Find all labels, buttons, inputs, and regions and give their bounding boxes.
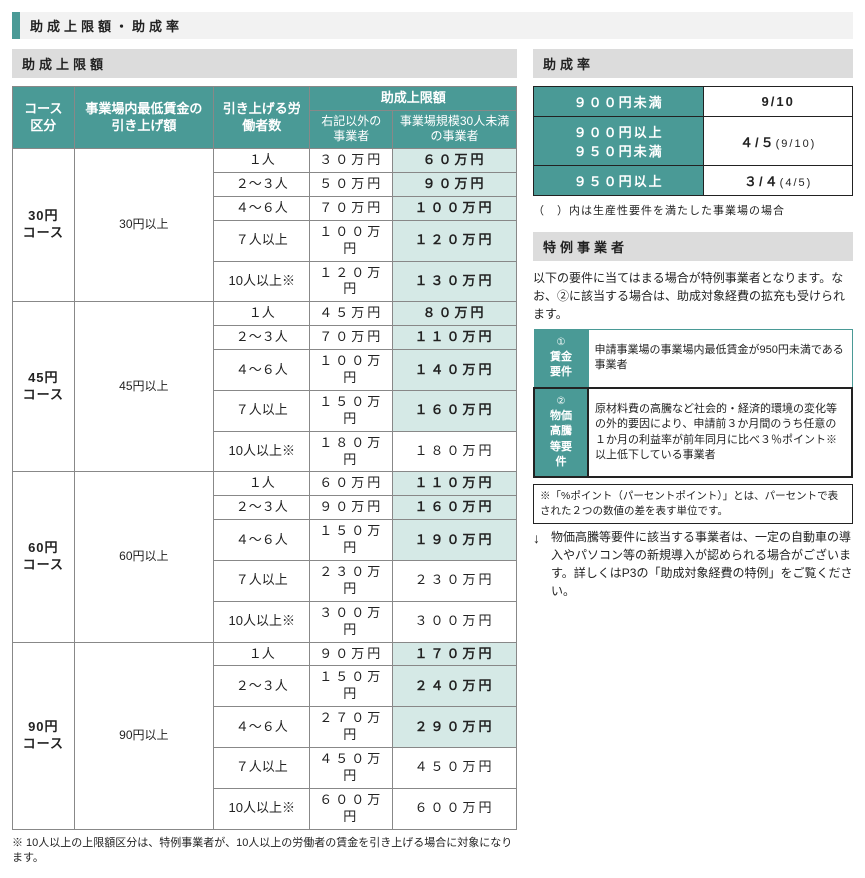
- amount-b-cell: ２３０万円: [393, 561, 517, 602]
- amount-b-cell: ６００万円: [393, 788, 517, 829]
- cond-cell: 60円以上: [74, 472, 214, 642]
- course-cell: 90円コース: [13, 642, 75, 829]
- amount-a-cell: ６００万円: [310, 788, 393, 829]
- th-course: コース区分: [13, 87, 75, 149]
- workers-cell: １人: [214, 472, 310, 496]
- amount-b-cell: １２０万円: [393, 220, 517, 261]
- workers-cell: 10人以上※: [214, 601, 310, 642]
- workers-cell: ７人以上: [214, 748, 310, 789]
- rate-value-cell: 9/10: [704, 87, 853, 117]
- rate-table: ９００円未満9/10９００円以上９５０円未満４/５(9/10)９５０円以上３/４…: [533, 86, 853, 196]
- limit-table: コース区分 事業場内最低賃金の引き上げ額 引き上げる労働者数 助成上限額 右記以…: [12, 86, 517, 830]
- amount-b-cell: ２４０万円: [393, 666, 517, 707]
- amount-a-cell: ９０万円: [310, 496, 393, 520]
- workers-cell: １人: [214, 642, 310, 666]
- box-note: ※「%ポイント（パーセントポイント）」とは、パーセントで表された２つの数値の差を…: [533, 484, 853, 523]
- workers-cell: １人: [214, 149, 310, 173]
- rate-label-cell: ９００円未満: [534, 87, 704, 117]
- amount-b-cell: １３０万円: [393, 261, 517, 302]
- workers-cell: ７人以上: [214, 220, 310, 261]
- amount-b-cell: １６０万円: [393, 390, 517, 431]
- amount-b-cell: １１０万円: [393, 326, 517, 350]
- amount-a-cell: ７０万円: [310, 196, 393, 220]
- amount-b-cell: １６０万円: [393, 496, 517, 520]
- th-limit-top: 助成上限額: [310, 87, 517, 111]
- amount-b-cell: １００万円: [393, 196, 517, 220]
- course-cell: 45円コース: [13, 302, 75, 472]
- rate-value-cell: ４/５(9/10): [704, 117, 853, 166]
- workers-cell: ４～６人: [214, 196, 310, 220]
- special-intro: 以下の要件に当てはまる場合が特例事業者となります。なお、②に該当する場合は、助成…: [533, 269, 853, 323]
- workers-cell: ２～３人: [214, 172, 310, 196]
- amount-a-cell: ４５０万円: [310, 748, 393, 789]
- req-body-cell: 申請事業場の事業場内最低賃金が950円未満である事業者: [588, 330, 852, 388]
- amount-a-cell: １８０万円: [310, 431, 393, 472]
- rate-label-cell: ９５０円以上: [534, 166, 704, 196]
- amount-b-cell: ２９０万円: [393, 707, 517, 748]
- cond-cell: 30円以上: [74, 149, 214, 302]
- req-body-cell: 原材料費の高騰など社会的・経済的環境の変化等の外的要因により、申請前３か月間のう…: [588, 388, 852, 478]
- workers-cell: ２～３人: [214, 666, 310, 707]
- amount-a-cell: ２３０万円: [310, 561, 393, 602]
- req-head-cell: ②物価高騰等要件: [534, 388, 588, 478]
- requirements-table: ①賃金要件申請事業場の事業場内最低賃金が950円未満である事業者②物価高騰等要件…: [533, 329, 853, 478]
- arrow-down-icon: ↓: [533, 528, 547, 546]
- amount-b-cell: １９０万円: [393, 520, 517, 561]
- amount-a-cell: ３００万円: [310, 601, 393, 642]
- cond-cell: 90円以上: [74, 642, 214, 829]
- amount-a-cell: ２７０万円: [310, 707, 393, 748]
- req-head-cell: ①賃金要件: [534, 330, 588, 388]
- amount-b-cell: １７０万円: [393, 642, 517, 666]
- amount-a-cell: １５０万円: [310, 390, 393, 431]
- rate-label-cell: ９００円以上９５０円未満: [534, 117, 704, 166]
- amount-a-cell: ４５万円: [310, 302, 393, 326]
- course-cell: 60円コース: [13, 472, 75, 642]
- cond-cell: 45円以上: [74, 302, 214, 472]
- amount-b-cell: １４０万円: [393, 350, 517, 391]
- course-cell: 30円コース: [13, 149, 75, 302]
- workers-cell: 10人以上※: [214, 788, 310, 829]
- amount-a-cell: ９０万円: [310, 642, 393, 666]
- amount-a-cell: ７０万円: [310, 326, 393, 350]
- workers-cell: ２～３人: [214, 326, 310, 350]
- amount-a-cell: １２０万円: [310, 261, 393, 302]
- amount-b-cell: ４５０万円: [393, 748, 517, 789]
- amount-a-cell: ５０万円: [310, 172, 393, 196]
- th-cond: 事業場内最低賃金の引き上げ額: [74, 87, 214, 149]
- th-limit-b: 事業場規模30人未満の事業者: [393, 110, 517, 148]
- amount-b-cell: １８０万円: [393, 431, 517, 472]
- workers-cell: 10人以上※: [214, 431, 310, 472]
- amount-b-cell: ３００万円: [393, 601, 517, 642]
- amount-b-cell: ８０万円: [393, 302, 517, 326]
- amount-a-cell: ３０万円: [310, 149, 393, 173]
- workers-cell: ４～６人: [214, 350, 310, 391]
- amount-a-cell: １５０万円: [310, 520, 393, 561]
- amount-a-cell: ６０万円: [310, 472, 393, 496]
- workers-cell: ７人以上: [214, 390, 310, 431]
- th-limit-a: 右記以外の事業者: [310, 110, 393, 148]
- workers-cell: ７人以上: [214, 561, 310, 602]
- amount-b-cell: ６０万円: [393, 149, 517, 173]
- arrow-note: 物価高騰等要件に該当する事業者は、一定の自動車の導入やパソコン等の新規導入が認め…: [551, 528, 853, 600]
- th-workers: 引き上げる労働者数: [214, 87, 310, 149]
- footnote-left: ※ 10人以上の上限額区分は、特例事業者が、10人以上の労働者の賃金を引き上げる…: [12, 836, 517, 867]
- section-title-limit: 助成上限額: [12, 49, 517, 78]
- amount-a-cell: １００万円: [310, 220, 393, 261]
- section-title-special: 特例事業者: [533, 232, 853, 261]
- amount-a-cell: １００万円: [310, 350, 393, 391]
- workers-cell: 10人以上※: [214, 261, 310, 302]
- workers-cell: １人: [214, 302, 310, 326]
- rate-value-cell: ３/４(4/5): [704, 166, 853, 196]
- workers-cell: ２～３人: [214, 496, 310, 520]
- amount-b-cell: １１０万円: [393, 472, 517, 496]
- rate-note: （ ）内は生産性要件を満たした事業場の場合: [533, 202, 853, 218]
- page-title: 助成上限額・助成率: [12, 12, 853, 39]
- workers-cell: ４～６人: [214, 520, 310, 561]
- amount-b-cell: ９０万円: [393, 172, 517, 196]
- section-title-rate: 助成率: [533, 49, 853, 78]
- workers-cell: ４～６人: [214, 707, 310, 748]
- amount-a-cell: １５０万円: [310, 666, 393, 707]
